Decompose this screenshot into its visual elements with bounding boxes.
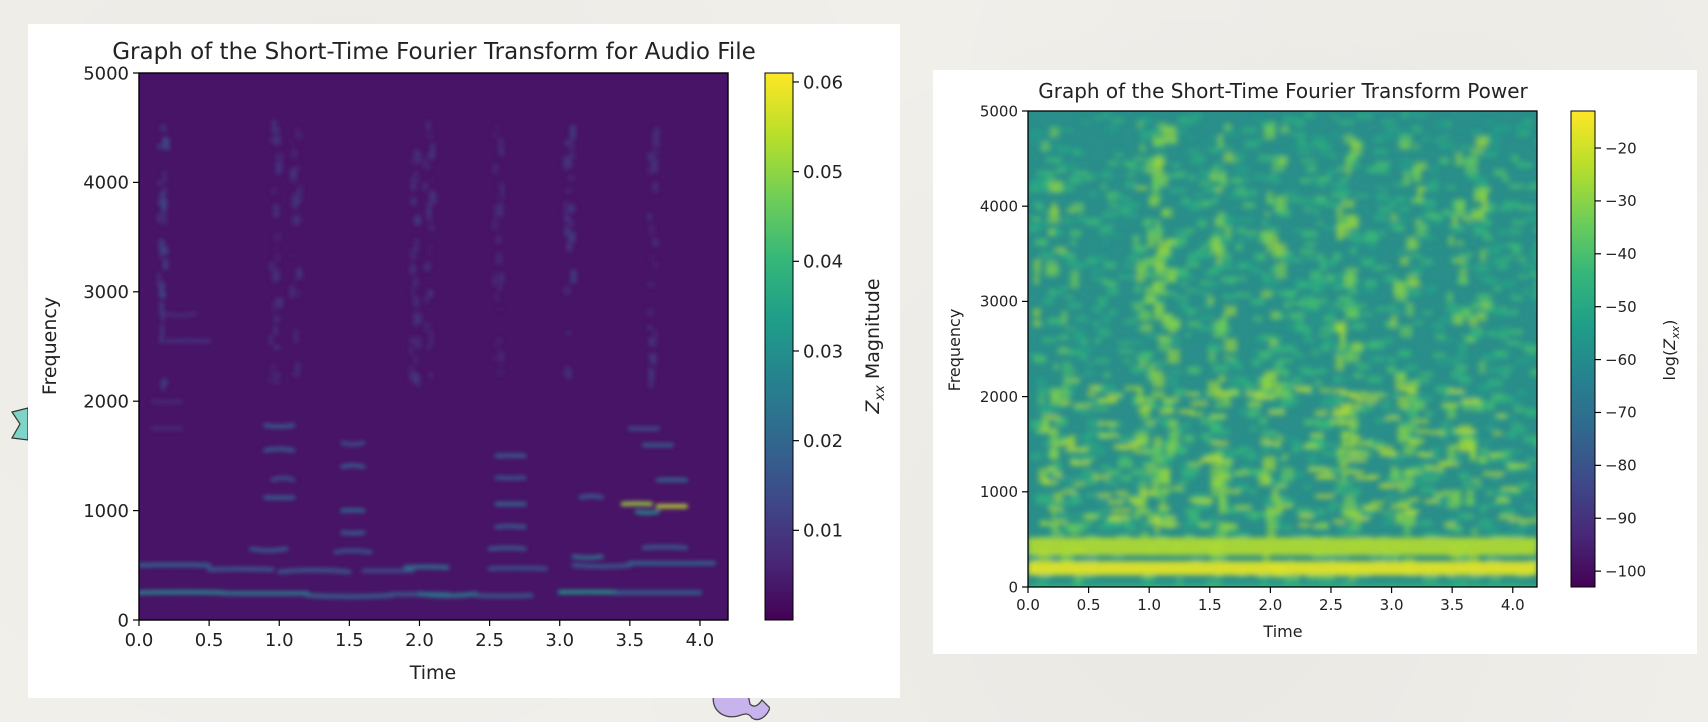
y-tick-label: 5000 <box>83 63 129 84</box>
chart-title: Graph of the Short-Time Fourier Transfor… <box>1038 79 1528 103</box>
stft-magnitude-chart: Graph of the Short-Time Fourier Transfor… <box>39 39 888 684</box>
colorbar-tick-label: −90 <box>1605 509 1637 527</box>
colorbar-ticks: 0.01 0.02 0.03 0.04 0.05 0.06 <box>793 72 843 542</box>
plot-frame <box>1027 110 1538 588</box>
x-tick-label: 1.5 <box>1198 596 1222 614</box>
x-tick-label: 0.5 <box>1077 596 1101 614</box>
colorbar-label: Zxx Magnitude <box>862 278 888 414</box>
x-axis-label: Time <box>1262 622 1302 641</box>
colorbar <box>1570 110 1596 588</box>
colorbar-tick-label: −70 <box>1605 404 1637 422</box>
y-tick-label: 5000 <box>980 102 1018 120</box>
x-tick-label: 0.0 <box>1016 596 1040 614</box>
colorbar-tick-label: −50 <box>1605 298 1637 316</box>
y-tick-label: 1000 <box>83 501 129 522</box>
colorbar-tick-label: 0.02 <box>803 431 843 452</box>
y-axis-label: Frequency <box>39 297 61 395</box>
x-tick-label: 1.0 <box>265 630 294 651</box>
colorbar-tick-label: −80 <box>1605 457 1637 475</box>
plot-area-background <box>139 73 728 620</box>
y-tick-label: 3000 <box>980 293 1018 311</box>
y-tick-label: 4000 <box>83 173 129 194</box>
x-tick-label: 3.0 <box>545 630 574 651</box>
x-axis-ticks: 0.0 0.5 1.0 1.5 2.0 2.5 3.0 3.5 4.0 <box>125 620 715 651</box>
colorbar-tick-label: −100 <box>1605 562 1646 580</box>
x-tick-label: 2.5 <box>1319 596 1343 614</box>
stft-magnitude-chart-panel: Graph of the Short-Time Fourier Transfor… <box>28 24 900 698</box>
stft-power-chart: Graph of the Short-Time Fourier Transfor… <box>945 79 1682 641</box>
y-axis-label: Frequency <box>945 309 964 392</box>
colorbar-tick-label: 0.03 <box>803 341 843 362</box>
x-tick-label: 0.5 <box>195 630 224 651</box>
x-tick-label: 3.0 <box>1380 596 1404 614</box>
y-axis-ticks: 0 1000 2000 3000 4000 5000 <box>83 63 139 631</box>
colorbar-tick-label: 0.04 <box>803 252 843 273</box>
y-tick-label: 2000 <box>83 392 129 413</box>
y-tick-label: 0 <box>1008 578 1018 596</box>
x-tick-label: 2.0 <box>1258 596 1282 614</box>
y-tick-label: 2000 <box>980 388 1018 406</box>
y-tick-label: 0 <box>118 610 129 631</box>
x-tick-label: 2.5 <box>475 630 504 651</box>
x-tick-label: 1.0 <box>1137 596 1161 614</box>
x-tick-label: 3.5 <box>616 630 645 651</box>
y-tick-label: 4000 <box>980 197 1018 215</box>
x-tick-label: 4.0 <box>1501 596 1525 614</box>
x-tick-label: 4.0 <box>686 630 715 651</box>
colorbar-tick-label: 0.06 <box>803 72 843 93</box>
x-tick-label: 2.0 <box>405 630 434 651</box>
colorbar-tick-label: 0.01 <box>803 521 843 542</box>
colorbar <box>764 72 794 621</box>
chart-title: Graph of the Short-Time Fourier Transfor… <box>112 39 756 65</box>
x-tick-label: 1.5 <box>335 630 364 651</box>
x-tick-label: 3.5 <box>1440 596 1464 614</box>
x-axis-label: Time <box>409 662 457 684</box>
stft-power-chart-panel: Graph of the Short-Time Fourier Transfor… <box>933 70 1697 654</box>
colorbar-tick-label: −60 <box>1605 351 1637 369</box>
x-axis-ticks: 0.0 0.5 1.0 1.5 2.0 2.5 3.0 3.5 4.0 <box>1016 587 1525 614</box>
colorbar-tick-label: 0.05 <box>803 162 843 183</box>
spectrogram-image <box>139 119 716 599</box>
purple-blob-decoration <box>712 694 770 721</box>
colorbar-label: log(Zxx) <box>1660 320 1682 381</box>
colorbar-tick-label: −30 <box>1605 192 1637 210</box>
x-tick-label: 0.0 <box>125 630 154 651</box>
y-tick-label: 1000 <box>980 483 1018 501</box>
colorbar-ticks: −20 −30 −40 −50 −60 −70 −80 −90 −100 <box>1595 139 1646 580</box>
plot-frame <box>138 72 729 621</box>
y-axis-ticks: 0 1000 2000 3000 4000 5000 <box>980 102 1028 596</box>
power-spectrogram-image <box>1028 111 1537 587</box>
colorbar-tick-label: −20 <box>1605 139 1637 157</box>
colorbar-tick-label: −40 <box>1605 245 1637 263</box>
y-tick-label: 3000 <box>83 282 129 303</box>
